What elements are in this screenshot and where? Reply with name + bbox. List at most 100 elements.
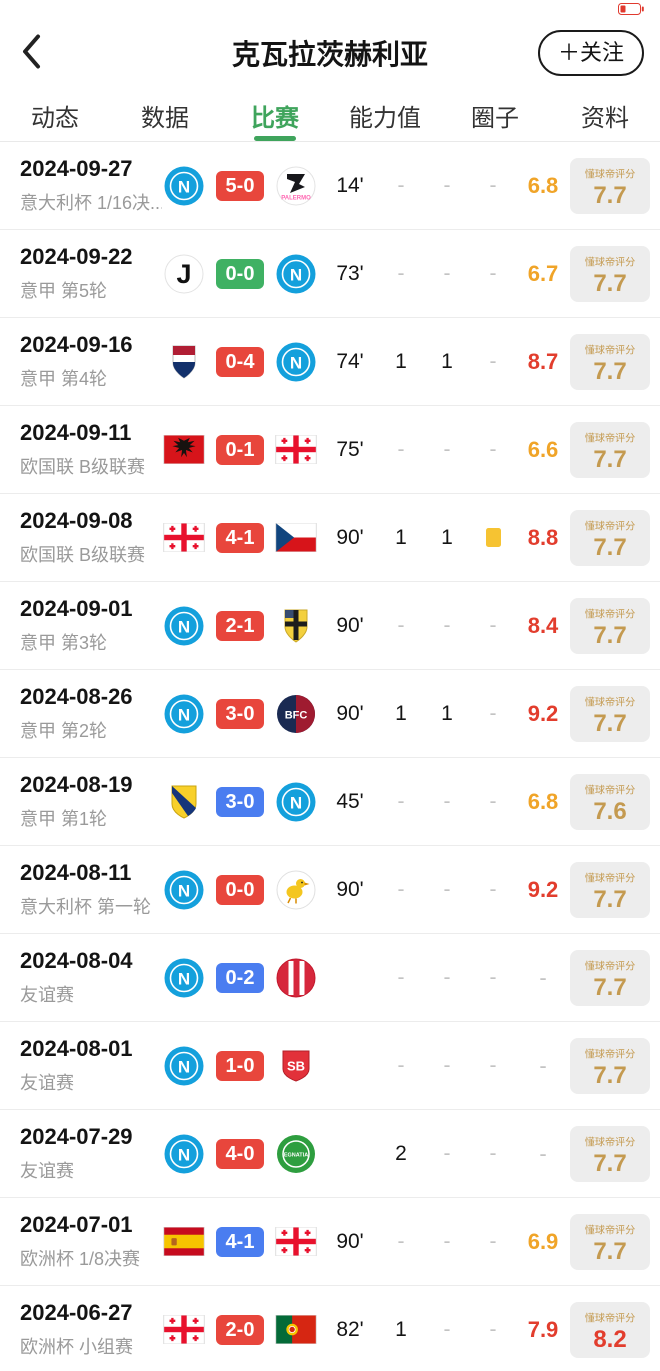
card-value — [470, 526, 516, 550]
svg-text:N: N — [290, 265, 302, 284]
dqd-rating-label: 懂球帝评分 — [584, 1224, 636, 1236]
dqd-rating-label: 懂球帝评分 — [584, 872, 636, 884]
match-row[interactable]: 2024-08-04 友谊赛 N 0-2 - - - - 懂球帝评分 7.7 — [0, 934, 660, 1022]
tab-比赛[interactable]: 比赛 — [220, 90, 330, 141]
match-row[interactable]: 2024-09-16 意甲 第4轮 0-4 N 74' 1 1 - 8.7 懂球… — [0, 318, 660, 406]
dqd-rating-label: 懂球帝评分 — [584, 1136, 636, 1148]
match-meta: 2024-09-01 意甲 第3轮 — [20, 596, 162, 655]
match-date: 2024-09-27 — [20, 156, 133, 181]
score-badge: 3-0 — [216, 698, 264, 729]
assists-value: - — [443, 1229, 451, 1253]
tab-active-underline — [254, 136, 296, 141]
dqd-rating-label: 懂球帝评分 — [584, 1048, 636, 1060]
tab-圈子[interactable]: 圈子 — [440, 90, 550, 141]
assists-value: - — [443, 1317, 451, 1341]
match-row[interactable]: 2024-08-01 友谊赛 N 1-0 SB - - - - 懂球帝评分 7.… — [0, 1022, 660, 1110]
dqd-rating-value: 7.6 — [593, 797, 627, 825]
goals-value: 1 — [395, 525, 407, 549]
assists-value: - — [443, 965, 451, 989]
score-badge: 5-0 — [216, 170, 264, 201]
svg-text:N: N — [178, 705, 190, 724]
match-row[interactable]: 2024-09-01 意甲 第3轮 N 2-1 90' - - - 8.4 懂球… — [0, 582, 660, 670]
match-rating: 8.8 — [527, 524, 559, 550]
match-row[interactable]: 2024-09-22 意甲 第5轮 J 0-0 N 73' - - - 6.7 … — [0, 230, 660, 318]
match-row[interactable]: 2024-07-01 欧洲杯 1/8决赛 4-1 90' - - - 6.9 懂… — [0, 1198, 660, 1286]
home-team-logo — [162, 428, 206, 472]
svg-text:N: N — [178, 1057, 190, 1076]
tab-资料[interactable]: 资料 — [550, 90, 660, 141]
goals-value: - — [397, 437, 405, 461]
match-row[interactable]: 2024-08-11 意大利杯 第一轮 N 0-0 90' - - - 9.2 … — [0, 846, 660, 934]
competition-name: 友谊赛 — [20, 1161, 74, 1181]
goals-value: - — [397, 173, 405, 197]
home-team-logo — [162, 780, 206, 824]
assists-value: - — [443, 1053, 451, 1077]
tab-label: 圈子 — [471, 105, 519, 132]
match-row[interactable]: 2024-08-26 意甲 第2轮 N 3-0 BFC 90' 1 1 - 9.… — [0, 670, 660, 758]
follow-button[interactable]: ＋关注 — [537, 30, 644, 76]
away-team-logo: N — [274, 780, 318, 824]
score-badge: 1-0 — [216, 1050, 264, 1081]
match-meta: 2024-09-22 意甲 第5轮 — [20, 244, 162, 303]
match-rating: - — [539, 964, 547, 990]
dqd-rating-value: 7.7 — [593, 1061, 627, 1089]
match-rating: - — [539, 1140, 547, 1166]
tab-动态[interactable]: 动态 — [0, 90, 110, 141]
score-badge: 0-2 — [216, 962, 264, 993]
svg-text:N: N — [178, 881, 190, 900]
dqd-rating-label: 懂球帝评分 — [584, 520, 636, 532]
match-rating: 8.4 — [527, 612, 559, 638]
card-value: - — [489, 261, 497, 285]
competition-name: 意甲 第5轮 — [20, 281, 108, 301]
match-rating: 6.9 — [527, 1228, 559, 1254]
dqd-rating-badge: 懂球帝评分 7.7 — [570, 949, 650, 1006]
score-badge: 0-1 — [216, 434, 264, 465]
match-row[interactable]: 2024-06-27 欧洲杯 小组赛 2-0 82' 1 - - 7.9 懂球帝… — [0, 1286, 660, 1371]
minutes-played: 75' — [336, 437, 364, 461]
svg-text:SB: SB — [287, 1058, 305, 1073]
match-date: 2024-06-27 — [20, 1300, 133, 1325]
competition-name: 意甲 第3轮 — [20, 633, 108, 653]
score-badge: 4-1 — [216, 1226, 264, 1257]
competition-name: 意大利杯 1/16决... — [20, 193, 162, 213]
back-button[interactable] — [16, 30, 46, 77]
match-meta: 2024-09-27 意大利杯 1/16决... — [20, 156, 162, 215]
home-team-logo: N — [162, 692, 206, 736]
match-row[interactable]: 2024-09-11 欧国联 B级联赛 0-1 75' - - - 6.6 懂球… — [0, 406, 660, 494]
tab-能力值[interactable]: 能力值 — [330, 90, 440, 141]
dqd-rating-label: 懂球帝评分 — [584, 168, 636, 180]
app-header: 克瓦拉茨赫利亚 ＋关注 — [0, 16, 660, 90]
match-date: 2024-08-19 — [20, 772, 133, 797]
minutes-played: 45' — [336, 789, 364, 813]
tab-数据[interactable]: 数据 — [110, 90, 220, 141]
home-team-logo: J — [162, 252, 206, 296]
score-badge: 4-0 — [216, 1138, 264, 1169]
dqd-rating-label: 懂球帝评分 — [584, 608, 636, 620]
home-team-logo — [162, 516, 206, 560]
match-row[interactable]: 2024-09-08 欧国联 B级联赛 4-1 90' 1 1 8.8 懂球帝评… — [0, 494, 660, 582]
minutes-played: 74' — [336, 349, 364, 373]
match-rating: 6.8 — [527, 788, 559, 814]
dqd-rating-badge: 懂球帝评分 7.7 — [570, 421, 650, 478]
minutes-played: 90' — [336, 877, 364, 901]
match-row[interactable]: 2024-08-19 意甲 第1轮 3-0 N 45' - - - 6.8 懂球… — [0, 758, 660, 846]
match-meta: 2024-08-19 意甲 第1轮 — [20, 772, 162, 831]
match-row[interactable]: 2024-07-29 友谊赛 N 4-0 EGNATIA 2 - - - 懂球帝… — [0, 1110, 660, 1198]
away-team-logo: N — [274, 340, 318, 384]
minutes-played: 90' — [336, 525, 364, 549]
card-value: - — [489, 965, 497, 989]
competition-name: 友谊赛 — [20, 985, 74, 1005]
match-rating: 6.8 — [527, 172, 559, 198]
away-team-logo: SB — [274, 1044, 318, 1088]
home-team-logo: N — [162, 868, 206, 912]
match-meta: 2024-07-29 友谊赛 — [20, 1124, 162, 1183]
home-team-logo: N — [162, 1044, 206, 1088]
dqd-rating-badge: 懂球帝评分 8.2 — [570, 1301, 650, 1358]
goals-value: - — [397, 1229, 405, 1253]
match-meta: 2024-07-01 欧洲杯 1/8决赛 — [20, 1212, 162, 1271]
goals-value: - — [397, 613, 405, 637]
away-team-logo — [274, 428, 318, 472]
score-badge: 2-1 — [216, 610, 264, 641]
match-date: 2024-09-16 — [20, 332, 133, 357]
match-row[interactable]: 2024-09-27 意大利杯 1/16决... N 5-0 PALERMO 1… — [0, 142, 660, 230]
